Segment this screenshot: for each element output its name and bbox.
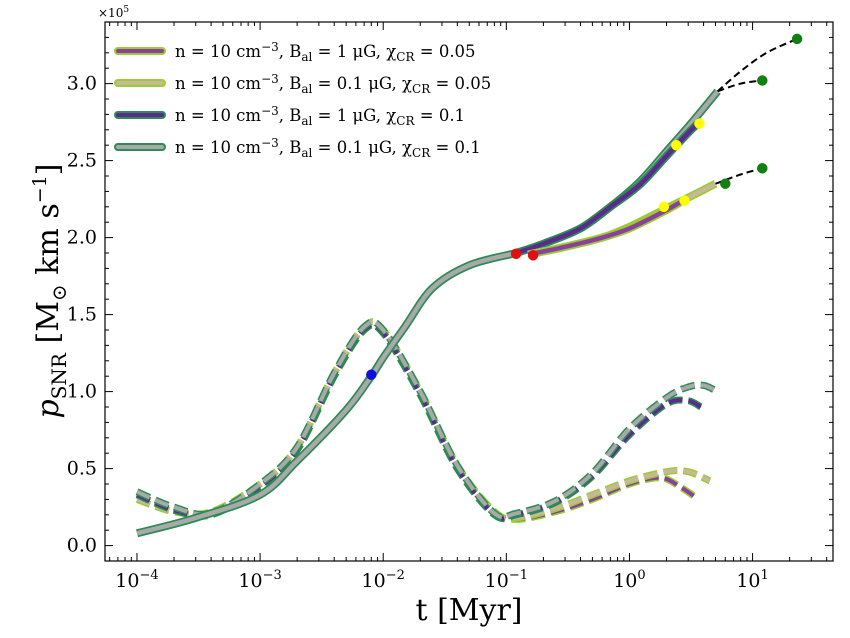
marker-10 bbox=[720, 178, 731, 189]
y-tick-label-2: 1.0 bbox=[67, 381, 97, 403]
legend-text-part: −3 bbox=[261, 72, 279, 86]
axis-ticks bbox=[105, 22, 833, 561]
y-tick-label-6: 3.0 bbox=[67, 73, 97, 95]
marker-7 bbox=[791, 33, 803, 45]
x-axis-title: t [Myr] bbox=[415, 593, 522, 628]
legend-label-3: n = 10 cm−3, Bal = 0.1 μG, χCR = 0.1 bbox=[175, 136, 481, 160]
ejecta-momentum-curves bbox=[135, 318, 720, 523]
event-markers bbox=[366, 33, 803, 380]
x-tick-label-2: 10−2 bbox=[362, 568, 405, 592]
legend-label-0: n = 10 cm−3, Bal = 1 μG, χCR = 0.05 bbox=[175, 40, 476, 64]
marker-6 bbox=[679, 195, 690, 206]
tick-labels: 10−4 10−3 10−2 10−1 100 101 0.0 0.5 1.0 1.5 2.0 2.5… bbox=[67, 73, 769, 592]
legend-text-part: n = 10 cm bbox=[175, 42, 261, 61]
marker-9 bbox=[757, 163, 768, 174]
x-tick-label-0: 10−4 bbox=[115, 568, 158, 592]
legend-text-part: , B bbox=[279, 42, 302, 61]
legend-text-part: al bbox=[301, 50, 312, 64]
legend-label-2: n = 10 cm−3, Bal = 1 μG, χCR = 0.1 bbox=[175, 104, 465, 128]
extrapolation-curves bbox=[715, 37, 798, 185]
legend-label-1: n = 10 cm−3, Bal = 0.1 μG, χCR = 0.05 bbox=[175, 72, 491, 96]
legend-text-part: al bbox=[301, 114, 312, 128]
legend-text-part: = 0.1 μG, χ bbox=[312, 138, 412, 157]
legend-text-part: = 0.1 μG, χ bbox=[312, 74, 412, 93]
y-tick-label-5: 2.5 bbox=[67, 150, 97, 172]
y-tick-label-0: 0.0 bbox=[67, 535, 97, 557]
legend-text-part: = 1 μG, χ bbox=[312, 106, 396, 125]
legend-text-part: , B bbox=[279, 106, 302, 125]
legend-text-part: , B bbox=[279, 138, 302, 157]
legend-text-part: CR bbox=[412, 146, 431, 160]
x-tick-label-5: 101 bbox=[736, 568, 768, 592]
ejecta-curve-outline-3 bbox=[135, 318, 720, 521]
x-tick-label-1: 10−3 bbox=[238, 568, 281, 592]
y-multiplier: ×105 bbox=[98, 5, 129, 20]
marker-2 bbox=[527, 250, 539, 261]
legend-text-part: = 0.05 bbox=[415, 42, 476, 61]
marker-5 bbox=[658, 201, 670, 213]
legend-text-part: = 0.05 bbox=[430, 74, 491, 93]
legend-text-part: = 1 μG, χ bbox=[312, 42, 396, 61]
legend-text-part: n = 10 cm bbox=[175, 74, 261, 93]
legend-text-part: al bbox=[301, 82, 312, 96]
legend-text-part: , B bbox=[279, 74, 302, 93]
y-axis-title: pSNR [M⊙ km s−1] bbox=[29, 163, 71, 418]
legend-text-part: −3 bbox=[261, 40, 279, 54]
x-tick-label-3: 10−1 bbox=[485, 568, 528, 592]
total-curve-tail-1 bbox=[515, 118, 703, 256]
legend-text-part: CR bbox=[412, 82, 431, 96]
legend-text-part: n = 10 cm bbox=[175, 106, 261, 125]
legend-text-part: −3 bbox=[261, 136, 279, 150]
legend-text-part: al bbox=[301, 146, 312, 160]
marker-8 bbox=[757, 75, 768, 86]
ejecta-curve-outline-1 bbox=[135, 318, 712, 522]
ejecta-curve-2 bbox=[136, 322, 702, 521]
legend-text-part: = 0.1 bbox=[430, 138, 481, 157]
x-tick-label-4: 100 bbox=[613, 568, 645, 592]
y-tick-label-4: 2.0 bbox=[67, 227, 97, 249]
ejecta-curve-3 bbox=[136, 319, 719, 520]
legend-text-part: n = 10 cm bbox=[175, 138, 261, 157]
legend: n = 10 cm−3, Bal = 1 μG, χCR = 0.05n = 1… bbox=[114, 40, 491, 160]
y-tick-label-1: 0.5 bbox=[67, 458, 97, 480]
legend-text-part: CR bbox=[396, 114, 415, 128]
y-tick-label-3: 1.5 bbox=[67, 304, 97, 326]
ejecta-curve-1 bbox=[136, 319, 711, 521]
marker-4 bbox=[694, 118, 705, 129]
marker-1 bbox=[510, 248, 522, 260]
extrapolation-curve-1 bbox=[717, 79, 763, 93]
marker-0 bbox=[366, 369, 377, 380]
extrapolation-curve-0 bbox=[716, 37, 798, 93]
legend-text-part: CR bbox=[396, 50, 415, 64]
legend-text-part: = 0.1 bbox=[415, 106, 466, 125]
marker-3 bbox=[671, 139, 682, 151]
legend-text-part: −3 bbox=[261, 104, 279, 118]
